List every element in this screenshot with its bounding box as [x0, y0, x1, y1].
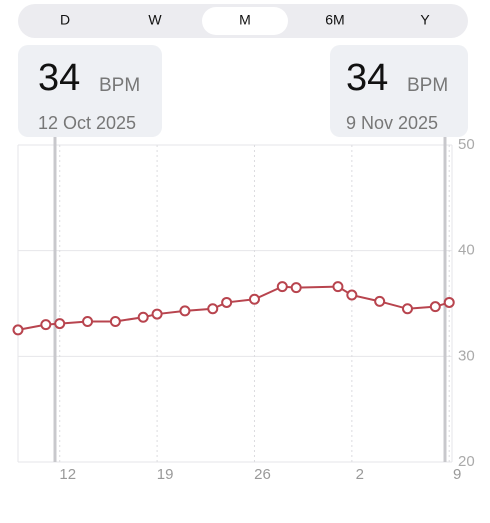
callout-box	[330, 45, 468, 137]
data-point	[374, 295, 386, 307]
data-point	[54, 318, 66, 330]
data-point	[276, 281, 288, 293]
data-point	[290, 282, 302, 294]
x-tick-label: 9	[453, 466, 461, 483]
data-point	[109, 315, 121, 327]
x-tick-label: 19	[157, 466, 174, 483]
tab-label[interactable]: Y	[420, 12, 430, 28]
selected-tab	[202, 7, 288, 35]
data-point	[40, 319, 52, 331]
callout-value: 34	[346, 57, 388, 99]
data-point	[401, 303, 413, 315]
callout-value: 34	[38, 57, 80, 99]
callout-box	[18, 45, 162, 137]
data-point	[346, 289, 358, 301]
x-tick-label: 2	[356, 466, 364, 483]
y-tick-label: 20	[458, 453, 475, 470]
data-point	[82, 315, 94, 327]
y-tick-label: 50	[458, 136, 475, 153]
data-point	[443, 296, 455, 308]
data-point	[429, 301, 441, 313]
callout-unit: BPM	[407, 75, 448, 96]
callout-date: 12 Oct 2025	[38, 113, 136, 133]
data-point	[221, 296, 233, 308]
data-point	[151, 308, 163, 320]
data-point	[248, 293, 260, 305]
tab-label[interactable]: 6M	[325, 12, 344, 28]
y-tick-label: 40	[458, 242, 475, 259]
callout-date: 9 Nov 2025	[346, 113, 438, 133]
y-tick-label: 30	[458, 347, 475, 364]
callout-unit: BPM	[99, 75, 140, 96]
data-point	[12, 324, 24, 336]
data-point	[332, 281, 344, 293]
tab-label[interactable]: D	[60, 12, 70, 28]
x-tick-label: 26	[254, 466, 271, 483]
x-tick-label: 12	[59, 466, 76, 483]
tab-label[interactable]: W	[148, 12, 162, 28]
data-point	[179, 305, 191, 317]
data-point	[207, 303, 219, 315]
tab-label[interactable]: M	[239, 12, 251, 28]
data-point	[137, 311, 149, 323]
